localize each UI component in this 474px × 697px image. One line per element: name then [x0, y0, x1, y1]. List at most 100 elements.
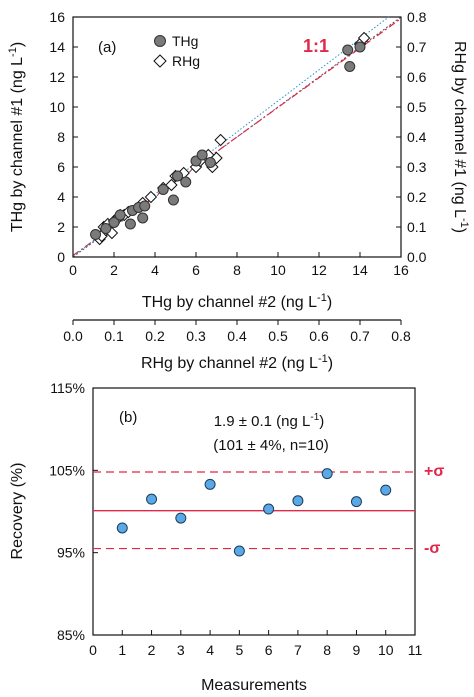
y-tick-label: 12: [49, 69, 65, 85]
thg-point: [196, 149, 208, 161]
legend: THg RHg: [153, 33, 200, 69]
y2-tick-label: 0.2: [407, 189, 427, 205]
plus-sigma-label: +σ: [424, 463, 444, 480]
x-tick-label: 10: [378, 642, 394, 658]
y2-tick-label: 0.7: [407, 39, 427, 55]
panel-b-reference-lines: [93, 471, 415, 550]
annotation-1-main: 1.9 ± 0.1 (ng L: [214, 413, 311, 430]
recovery-point: [263, 503, 275, 515]
rhg-point: [165, 178, 178, 192]
regression-line-rhg: [72, 16, 390, 257]
x-tick-label: 9: [353, 642, 361, 658]
x-tick-label: 5: [235, 642, 243, 658]
x-tick-label: 8: [233, 262, 241, 278]
panel-a-y2label-exp: -1: [458, 218, 470, 228]
y2-tick-label: 0.5: [407, 99, 427, 115]
y2-tick-label: 0.6: [407, 69, 427, 85]
x2-tick-label: 0.0: [63, 328, 83, 344]
x-tick-label: 8: [323, 642, 331, 658]
panel-a-y2label: RHg by channel #1 (ng L-1): [451, 41, 470, 233]
y-tick-label: 8: [57, 129, 65, 145]
thg-point: [90, 229, 102, 240]
thg-point: [124, 218, 136, 230]
panel-a-y2label-main: RHg by channel #1 (ng L: [451, 41, 468, 218]
y-tick-label: 85%: [57, 627, 85, 643]
panel-b-x-ticks: 0 1 2 3 4 5 6 7 8 9 10 11: [89, 630, 422, 658]
rhg-point: [214, 133, 227, 147]
rhg-point: [144, 190, 158, 204]
x-tick-label: 4: [151, 262, 159, 278]
y-tick-label: 2: [57, 219, 65, 235]
minus-sigma-label: -σ: [424, 540, 440, 557]
panel-b-annotation-2: (101 ± 4%, n=10): [213, 437, 328, 454]
panel-b: 0 1 2 3 4 5 6 7 8 9 10 11 85% 95% 105% 115% (b) 1.9 ± …: [9, 380, 444, 694]
recovery-point: [204, 478, 216, 490]
panel-a-label: (a): [98, 39, 116, 56]
y-tick-label: 0: [57, 249, 65, 265]
ratio-label: 1:1: [303, 36, 329, 56]
y2-tick-label: 0.4: [407, 129, 427, 145]
y2-tick-label: 0.0: [407, 249, 427, 265]
thg-point: [180, 176, 192, 188]
legend-rhg-label: RHg: [172, 53, 200, 69]
x-tick-label: 6: [265, 642, 273, 658]
legend-thg-label: THg: [172, 33, 198, 49]
thg-point: [157, 184, 169, 195]
recovery-point: [175, 512, 187, 524]
x-tick-label: 14: [352, 262, 368, 278]
y-tick-label: 95%: [57, 545, 85, 561]
annotation-1-exp: -1: [310, 412, 319, 423]
y-tick-label: 14: [49, 39, 65, 55]
x-tick-label: 12: [311, 262, 327, 278]
x-tick-label: 10: [270, 262, 286, 278]
panel-b-annotation-1: 1.9 ± 0.1 (ng L-1): [214, 412, 325, 430]
recovery-point: [350, 496, 362, 508]
panel-a-y2-ticks: 0.0 0.1 0.2 0.3 0.4 0.5 0.6 0.7 0.8: [396, 9, 427, 265]
recovery-point: [321, 468, 333, 480]
y-tick-label: 6: [57, 159, 65, 175]
x2-tick-label: 0.2: [145, 328, 165, 344]
x-tick-label: 3: [177, 642, 185, 658]
x-tick-label: 2: [148, 642, 156, 658]
x2-tick-label: 0.8: [391, 328, 411, 344]
x2-tick-label: 0.4: [227, 328, 247, 344]
panel-a-x-ticks: 0 2 4 6 8 10 12 14 16: [69, 252, 409, 278]
x-tick-label: 0: [69, 262, 77, 278]
y-tick-label: 16: [49, 9, 65, 25]
x-tick-label: 1: [118, 642, 126, 658]
legend-rhg-marker: [153, 54, 167, 68]
thg-point: [354, 41, 366, 53]
x-tick-label: 11: [408, 642, 423, 658]
recovery-point: [146, 493, 158, 505]
panel-a-ylabel-exp: -1: [7, 47, 19, 57]
x2-tick-label: 0.3: [186, 328, 206, 344]
panel-a-ylabel-main: THg by channel #1 (ng L: [9, 57, 26, 232]
annotation-1-end: ): [319, 413, 324, 430]
y2-tick-label: 0.8: [407, 9, 427, 25]
panel-a-points: [90, 31, 371, 246]
panel-a-x2-axis: 0.0 0.1 0.2 0.3 0.4 0.5 0.6 0.7 0.8: [63, 319, 411, 344]
panel-b-ylabel: Recovery (%): [9, 463, 26, 560]
panel-a-xlabel-main: THg by channel #2 (ng L: [142, 294, 317, 311]
y-tick-label: 105%: [49, 462, 85, 478]
x-tick-label: 0: [89, 642, 97, 658]
panel-a-xlabel-exp: -1: [317, 292, 327, 304]
legend-thg-marker: [154, 35, 166, 47]
x-tick-label: 7: [294, 642, 302, 658]
y-tick-label: 115%: [50, 380, 85, 396]
thg-point: [204, 157, 216, 168]
panel-a-x2label-exp: -1: [318, 353, 328, 365]
thg-point: [114, 209, 126, 221]
x-tick-label: 6: [192, 262, 200, 278]
panel-a-xlabel: THg by channel #2 (ng L-1): [142, 292, 332, 311]
x2-tick-label: 0.6: [309, 328, 329, 344]
panel-b-plot-frame: [92, 387, 416, 636]
recovery-point: [292, 495, 304, 507]
x-tick-label: 4: [206, 642, 214, 658]
y2-tick-label: 0.3: [407, 159, 427, 175]
x-tick-label: 2: [110, 262, 118, 278]
thg-point: [108, 217, 120, 228]
thg-point: [167, 194, 179, 206]
panel-a-y-ticks: 0 2 4 6 8 10 12 14 16: [49, 9, 78, 265]
